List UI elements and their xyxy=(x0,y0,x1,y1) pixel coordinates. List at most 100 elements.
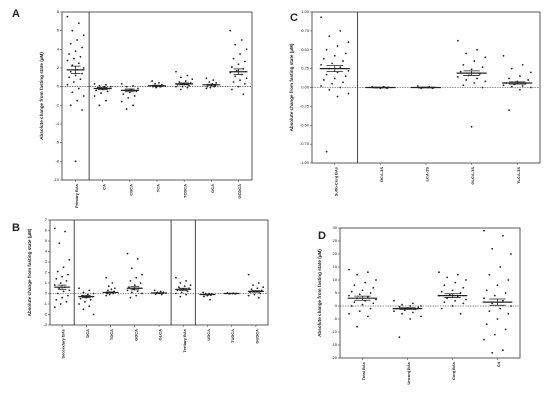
data-point xyxy=(132,84,135,87)
data-point xyxy=(141,273,143,276)
data-point xyxy=(454,299,457,302)
data-point xyxy=(375,279,377,281)
data-point xyxy=(353,301,356,303)
data-point xyxy=(175,276,177,279)
y-tick-label: -1.00 xyxy=(300,160,310,165)
data-point xyxy=(179,88,182,91)
data-point xyxy=(510,305,512,307)
data-point xyxy=(55,298,58,301)
y-axis-label: Absolute change from fasting state (μM) xyxy=(289,43,294,131)
data-point xyxy=(504,328,507,331)
data-point xyxy=(73,57,75,60)
data-point xyxy=(56,292,59,295)
data-point xyxy=(133,95,136,97)
data-point xyxy=(237,85,240,88)
data-point xyxy=(356,325,358,328)
x-tick-label: CA xyxy=(101,184,106,190)
data-point xyxy=(257,282,260,284)
data-point xyxy=(135,276,138,279)
data-point xyxy=(53,227,56,230)
y-axis-label: Absolute change from fasting state (μM) xyxy=(317,249,322,337)
data-point xyxy=(213,85,216,88)
data-point xyxy=(129,280,132,282)
data-point xyxy=(510,85,513,88)
data-point xyxy=(74,74,77,77)
data-point xyxy=(55,277,58,280)
data-point xyxy=(342,60,344,62)
y-tick-label: -0.50 xyxy=(300,122,310,127)
data-point xyxy=(372,286,375,289)
data-point xyxy=(446,276,448,279)
data-point xyxy=(88,289,91,292)
data-point xyxy=(470,68,473,71)
data-point xyxy=(126,289,129,292)
data-point xyxy=(502,349,504,352)
data-point xyxy=(188,84,190,87)
data-point xyxy=(186,290,189,293)
data-point xyxy=(481,66,484,69)
data-point xyxy=(67,273,69,276)
data-point xyxy=(175,292,177,295)
data-point xyxy=(136,257,139,260)
data-point xyxy=(483,338,485,341)
data-point xyxy=(451,305,454,307)
data-point xyxy=(519,75,521,78)
data-point xyxy=(82,308,85,311)
data-point xyxy=(240,39,243,41)
y-tick-label: 8 xyxy=(57,9,60,14)
x-tick-label: Primary BAs xyxy=(74,183,79,208)
data-point xyxy=(67,294,69,297)
panel-label: B xyxy=(12,222,20,234)
data-point xyxy=(179,76,182,79)
data-point xyxy=(106,90,109,93)
data-point xyxy=(189,284,192,286)
data-point xyxy=(59,282,62,284)
y-tick-label: -0.75 xyxy=(300,141,310,146)
data-point xyxy=(245,77,248,80)
data-point xyxy=(401,303,403,306)
data-point xyxy=(71,64,74,67)
x-tick-label: TCDCA xyxy=(183,184,188,198)
data-point xyxy=(232,81,235,83)
data-point xyxy=(244,82,246,85)
y-tick-label: -20 xyxy=(331,355,338,360)
data-point xyxy=(393,310,395,313)
x-tick-label: Sulfo-Conj BAs xyxy=(333,166,338,196)
data-point xyxy=(457,39,459,42)
y-tick-label: 4 xyxy=(57,46,60,51)
data-point xyxy=(109,85,112,88)
data-point xyxy=(499,266,502,268)
data-point xyxy=(74,50,77,53)
data-point xyxy=(320,63,323,66)
x-tick-label: Tertiary BAs xyxy=(182,328,187,352)
data-point xyxy=(69,104,72,107)
data-point xyxy=(367,271,369,274)
plot-frame xyxy=(339,227,521,359)
data-point xyxy=(78,303,80,305)
data-point xyxy=(325,150,328,153)
data-point xyxy=(348,312,350,315)
x-tick-label: DCA xyxy=(85,329,90,338)
data-point xyxy=(53,306,56,309)
data-point xyxy=(105,294,108,297)
data-point xyxy=(344,52,347,55)
y-tick-label: 0.75 xyxy=(301,28,310,33)
data-point xyxy=(183,285,186,288)
data-point xyxy=(191,78,194,81)
data-point xyxy=(470,125,473,128)
data-point xyxy=(130,267,133,270)
data-point xyxy=(507,312,510,315)
data-point xyxy=(499,307,502,310)
data-point xyxy=(175,85,177,88)
x-tick-label: TCA xyxy=(156,184,161,192)
y-tick-label: -15 xyxy=(331,342,338,347)
y-tick-label: -5 xyxy=(333,316,337,321)
data-point xyxy=(502,299,504,302)
data-point xyxy=(82,95,85,97)
y-tick-label: -6 xyxy=(55,140,59,145)
data-point xyxy=(111,282,114,284)
data-point xyxy=(186,86,189,89)
data-point xyxy=(347,92,350,95)
y-tick-label: -10 xyxy=(331,329,338,334)
data-point xyxy=(331,62,333,65)
